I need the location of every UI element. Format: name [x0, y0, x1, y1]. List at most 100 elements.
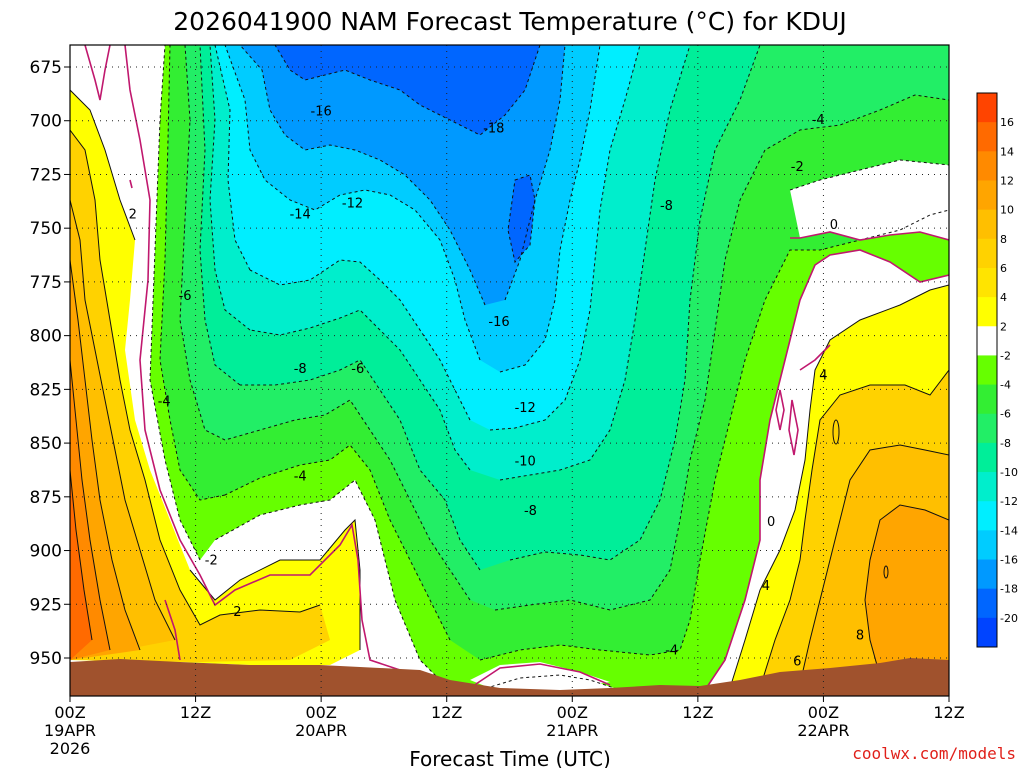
x-tick-label: 12Z [431, 703, 462, 722]
x-tick-label: 00Z [305, 703, 336, 722]
colorbar-tick-label: -12 [1000, 495, 1018, 508]
contour-label: -4 [812, 113, 825, 128]
contour-label: -2 [205, 553, 218, 568]
colorbar-swatch [977, 151, 997, 181]
colorbar-swatch [977, 413, 997, 444]
contour-label: -12 [515, 401, 536, 416]
credit-text: coolwx.com/models [852, 744, 1016, 763]
fill-warm-right-white2 [790, 160, 949, 240]
colorbar-tick-label: -8 [1000, 437, 1011, 450]
x-axis-label: Forecast Time (UTC) [409, 747, 611, 768]
colorbar-tick-label: -2 [1000, 349, 1011, 362]
x-tick-date: 21APR [546, 721, 598, 740]
colorbar-swatch [977, 297, 997, 327]
y-tick-label: 775 [30, 273, 62, 293]
grid [70, 45, 949, 696]
colorbar-swatch [977, 238, 997, 269]
x-tick-date: 19APR [44, 721, 96, 740]
contour-label: -10 [515, 455, 536, 470]
colorbar-swatch [977, 442, 997, 473]
colorbar-tick-label: 2 [1000, 320, 1007, 333]
fill-warm-right-8 [865, 505, 949, 676]
colorbar-tick-label: 6 [1000, 262, 1007, 275]
contour-label: -4 [294, 470, 307, 485]
colorbar-swatch [977, 530, 997, 561]
colorbar-swatch [977, 472, 997, 502]
x-tick-label: 12Z [180, 703, 211, 722]
fill-minus20 [275, 45, 540, 135]
y-tick-label: 925 [30, 595, 62, 615]
y-tick-label: 950 [30, 649, 62, 669]
x-tick-label: 00Z [557, 703, 588, 722]
x-tick-date: 22APR [797, 721, 849, 740]
y-tick-label: 875 [30, 488, 62, 508]
contour-lines [70, 45, 949, 691]
colorbar-tick-label: -6 [1000, 408, 1011, 421]
colorbar-tick-label: -4 [1000, 379, 1011, 392]
colorbar-tick-label: 14 [1000, 145, 1014, 158]
terrain [70, 658, 949, 696]
y-tick-label: 825 [30, 380, 62, 400]
contour-label: -16 [311, 104, 332, 119]
contour-label: 0 [767, 515, 775, 530]
contour-label: 4 [762, 579, 770, 594]
y-tick-label: 850 [30, 434, 62, 454]
colorbar-tick-label: -10 [1000, 466, 1018, 479]
colorbar-tick-label: -18 [1000, 583, 1018, 596]
contour-label: 0 [830, 218, 838, 233]
colorbar-tick-label: 4 [1000, 291, 1007, 304]
colorbar-frame [976, 92, 998, 648]
colorbar-tick-label: -20 [1000, 612, 1018, 625]
colorbar-swatch [977, 180, 997, 211]
x-tick-year: 2026 [50, 739, 91, 758]
colorbar-tick-label: 8 [1000, 233, 1007, 246]
y-tick-label: 750 [30, 219, 62, 239]
contour-label: -4 [665, 644, 678, 659]
x-tick-date: 20APR [295, 721, 347, 740]
contour-label: 6 [793, 654, 801, 669]
colorbar-swatch [977, 122, 997, 152]
plot-area [70, 45, 949, 696]
fill-minus20-lobe [508, 175, 535, 262]
contour-labels: -16 -18 -12 -14 2 -8 -4 -2 0 -6 -16 -8 -6 -4 4 -12 -10 -4… [129, 104, 865, 669]
contour-label: 4 [819, 369, 827, 384]
colorbar-swatch [977, 617, 997, 648]
x-tick-label: 00Z [808, 703, 839, 722]
contour-label: -16 [488, 315, 509, 330]
contour-label: -8 [660, 199, 673, 214]
colorbar-swatch [977, 501, 997, 531]
colorbar-tick-label: -16 [1000, 554, 1018, 567]
contour-label: -14 [290, 207, 311, 222]
y-axis: 675 700 725 750 775 800 825 850 875 900 925 950 [30, 58, 70, 669]
contour-label: -12 [342, 197, 363, 212]
contour-label: -4 [158, 394, 171, 409]
contour-label: -6 [351, 362, 364, 377]
zero-isotherm [84, 45, 949, 691]
fill-warm-left-4 [70, 130, 330, 662]
x-tick-label: 12Z [933, 703, 964, 722]
x-tick-label: 12Z [682, 703, 713, 722]
colorbar-tick-label: 12 [1000, 174, 1014, 187]
chart-title: 2026041900 NAM Forecast Temperature (°C)… [173, 7, 846, 36]
colorbar: 16 14 12 10 8 6 4 2 -2 -4 -6 -8 -10 -12 -14 -16 -18 -20 [976, 92, 1018, 648]
contour-label: -8 [524, 504, 537, 519]
contour-label: -2 [791, 160, 804, 175]
colorbar-swatch [977, 559, 997, 590]
plot-frame [69, 44, 950, 697]
colorbar-swatch [977, 93, 997, 123]
temperature-fills [70, 45, 949, 692]
colorbar-swatch [977, 326, 997, 356]
y-tick-label: 700 [30, 112, 62, 132]
contour-label: 2 [129, 207, 137, 222]
colorbar-tick-label: 10 [1000, 204, 1014, 217]
fill-warm-left-12 [70, 470, 92, 660]
colorbar-swatch [977, 355, 997, 386]
contour-label: 8 [856, 629, 864, 644]
contour-label: -8 [294, 362, 307, 377]
contour-label: 2 [233, 605, 241, 620]
colorbar-swatch [977, 209, 997, 240]
y-tick-label: 900 [30, 542, 62, 562]
contour-label: -18 [483, 121, 504, 136]
